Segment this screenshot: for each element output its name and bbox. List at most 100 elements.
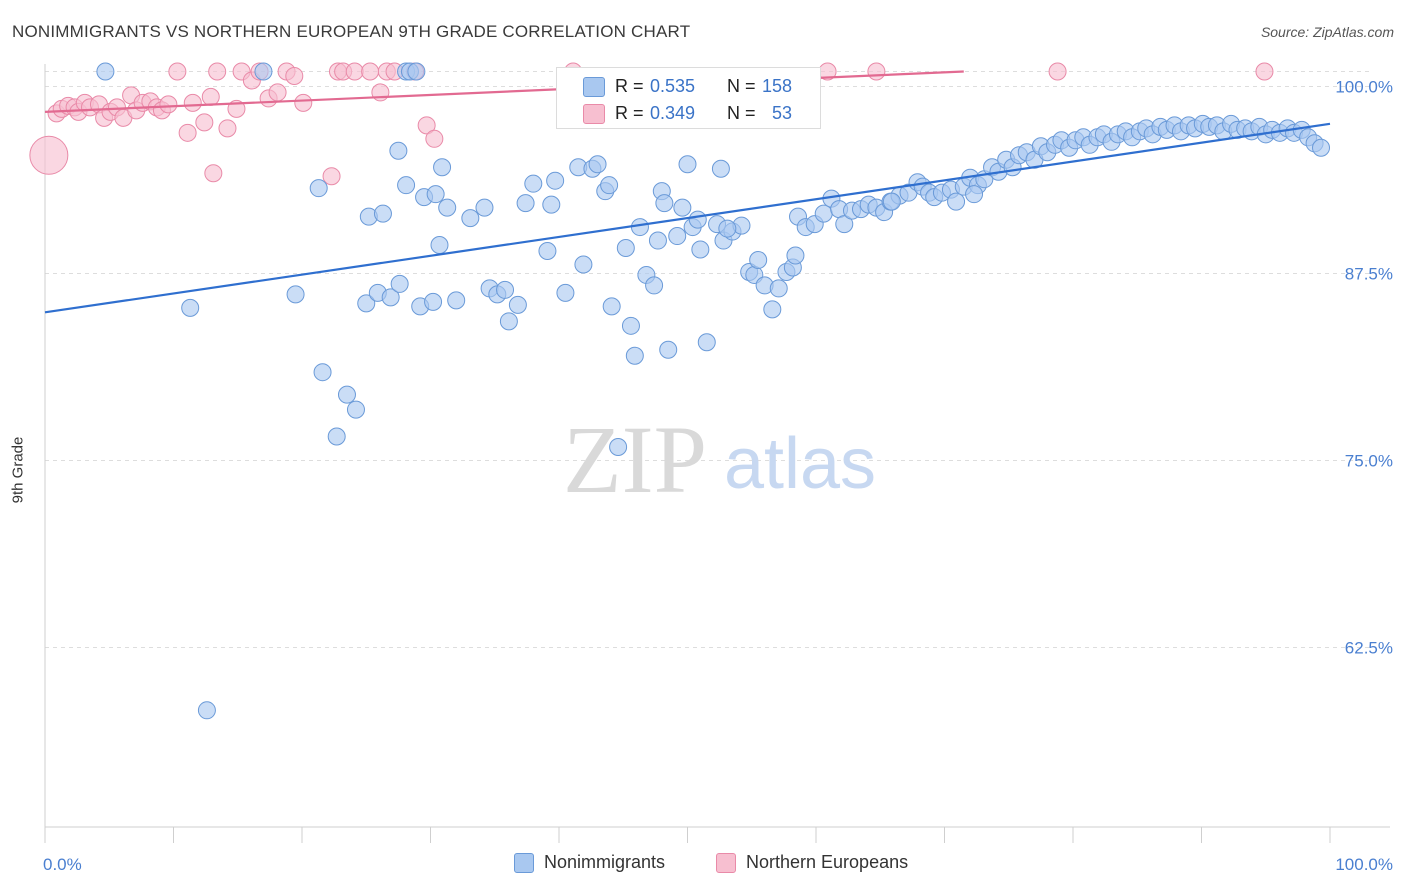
data-point xyxy=(659,340,678,359)
n-label: N = xyxy=(727,103,761,123)
data-point xyxy=(285,66,304,85)
data-point xyxy=(616,239,635,258)
data-point xyxy=(648,231,667,250)
legend-label-nonimmigrants: Nonimmigrants xyxy=(544,852,666,872)
data-point xyxy=(29,135,69,175)
data-point xyxy=(294,93,313,112)
y-tick-label: 87.5% xyxy=(1345,264,1393,283)
data-point xyxy=(688,210,707,229)
data-point xyxy=(609,437,628,456)
stats-row-nonimmigrants: R = 0.535 N = 158 xyxy=(557,74,820,100)
data-point xyxy=(814,204,833,223)
data-point xyxy=(882,192,901,211)
r-label: R = xyxy=(615,76,649,96)
legend-item-northern-europeans: Northern Europeans xyxy=(716,852,908,873)
x-tick-label: 100.0% xyxy=(1335,855,1393,874)
data-point xyxy=(678,155,697,174)
data-point xyxy=(208,62,227,81)
y-tick-label: 100.0% xyxy=(1335,77,1393,96)
data-point xyxy=(508,295,527,314)
data-point xyxy=(327,427,346,446)
data-point xyxy=(786,246,805,265)
northern-europeans-points xyxy=(29,62,1274,186)
data-point xyxy=(621,316,640,335)
data-point xyxy=(524,174,543,193)
data-point xyxy=(181,298,200,317)
data-point xyxy=(516,194,535,213)
watermark: ZIP atlas xyxy=(563,406,876,513)
data-point xyxy=(600,176,619,195)
data-point xyxy=(345,62,364,81)
data-point xyxy=(357,294,376,313)
data-point xyxy=(309,179,328,198)
n-value: 53 xyxy=(772,103,793,123)
data-point xyxy=(1312,138,1331,157)
data-point xyxy=(947,192,966,211)
legend-swatch-nonimmigrants xyxy=(514,852,534,873)
watermark-zip: ZIP xyxy=(563,406,707,513)
data-point xyxy=(447,291,466,310)
stats-legend: R = 0.535 N = 158 R = 0.349 N = 53 xyxy=(556,67,821,129)
data-point xyxy=(475,198,494,217)
data-point xyxy=(286,285,305,304)
data-point xyxy=(346,400,365,419)
n-label: N = xyxy=(727,76,761,96)
data-point xyxy=(691,240,710,259)
gridlines xyxy=(45,70,1370,648)
data-point xyxy=(433,158,452,177)
legend-label-northern-europeans: Northern Europeans xyxy=(746,852,909,872)
data-point xyxy=(201,87,220,106)
data-point xyxy=(1255,62,1274,81)
y-tick-label: 75.0% xyxy=(1345,451,1393,470)
data-point xyxy=(183,93,202,112)
data-point xyxy=(268,83,287,102)
data-point xyxy=(867,62,886,81)
data-point xyxy=(668,227,687,246)
data-point xyxy=(313,363,332,382)
axes xyxy=(44,64,1390,843)
data-point xyxy=(749,250,768,269)
data-point xyxy=(496,280,515,299)
chart-title: NONIMMIGRANTS VS NORTHERN EUROPEAN 9TH G… xyxy=(12,22,691,41)
data-point xyxy=(424,292,443,311)
data-point xyxy=(556,283,575,302)
data-point xyxy=(630,218,649,237)
y-tick-label: 62.5% xyxy=(1345,638,1393,657)
data-point xyxy=(197,701,216,720)
data-point xyxy=(763,300,782,319)
data-point xyxy=(254,62,273,81)
data-point xyxy=(673,198,692,217)
data-point xyxy=(322,167,341,186)
data-point xyxy=(625,346,644,365)
data-point xyxy=(361,62,380,81)
data-point xyxy=(546,171,565,190)
r-value: 0.349 xyxy=(650,103,696,123)
data-point xyxy=(438,198,457,217)
data-point xyxy=(718,219,737,238)
data-point xyxy=(373,204,392,223)
data-point xyxy=(769,279,788,298)
data-point xyxy=(697,333,716,352)
data-point xyxy=(574,255,593,274)
data-point xyxy=(542,195,561,214)
swatch-northern-europeans xyxy=(583,104,605,124)
tick-labels: 62.5% 75.0% 87.5% 100.0% 0.0% 100.0% xyxy=(43,77,1393,874)
data-point xyxy=(965,185,984,204)
source-credit: Source: ZipAtlas.com xyxy=(1260,24,1394,40)
data-point xyxy=(417,116,436,135)
trend-line xyxy=(44,122,1331,314)
data-point xyxy=(426,185,445,204)
data-point xyxy=(645,276,664,295)
legend-item-nonimmigrants: Nonimmigrants xyxy=(514,852,665,873)
r-value: 0.535 xyxy=(650,76,696,96)
data-point xyxy=(538,242,557,261)
r-label: R = xyxy=(615,103,649,123)
data-point xyxy=(168,62,187,81)
data-point xyxy=(461,209,480,228)
data-point xyxy=(397,176,416,195)
data-point xyxy=(655,194,674,213)
data-point xyxy=(499,312,518,331)
data-point xyxy=(381,288,400,307)
data-point xyxy=(425,129,444,148)
